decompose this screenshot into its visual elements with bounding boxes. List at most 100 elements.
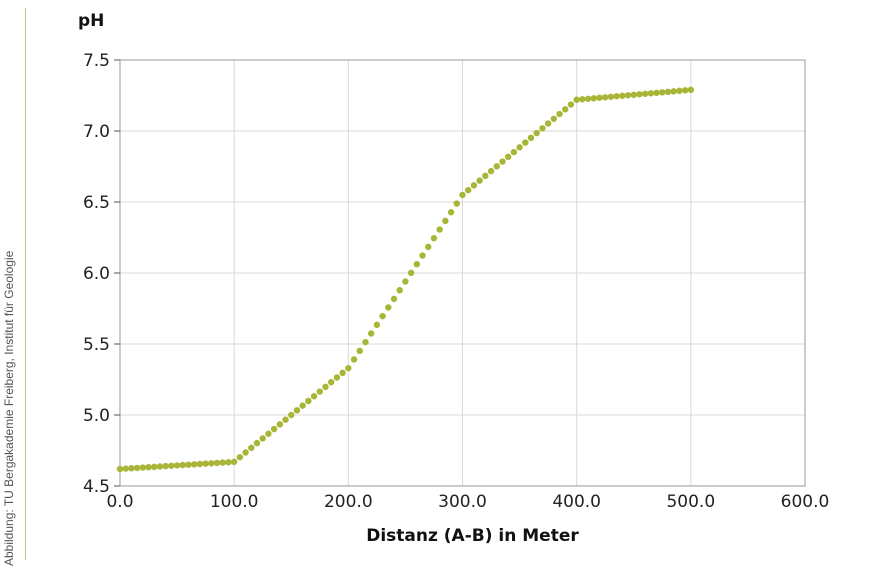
data-point	[362, 338, 369, 346]
data-point	[316, 388, 323, 395]
data-point	[430, 235, 438, 242]
data-point	[453, 200, 460, 207]
data-point	[602, 94, 609, 101]
x-tick-label: 500.0	[666, 492, 715, 512]
data-point	[584, 95, 592, 102]
x-tick-label: 100.0	[210, 492, 259, 512]
data-point	[442, 217, 449, 225]
data-point	[202, 460, 209, 467]
data-point	[145, 463, 152, 471]
data-point	[208, 460, 215, 467]
y-tick-label: 5.5	[83, 335, 110, 355]
data-point	[373, 321, 381, 329]
data-point	[310, 393, 318, 400]
y-tick-label: 4.5	[83, 477, 110, 497]
y-tick-label: 7.0	[83, 122, 110, 142]
data-point	[624, 92, 632, 99]
data-point	[128, 465, 135, 472]
data-point	[419, 252, 426, 259]
data-point	[322, 383, 329, 391]
data-point	[664, 88, 672, 96]
y-tick-labels: 4.5 5.0 5.5 6.0 6.5 7.0 7.5	[83, 51, 120, 497]
data-point	[236, 453, 244, 461]
data-point	[225, 459, 232, 466]
y-tick-label: 5.0	[83, 406, 110, 426]
data-point	[191, 461, 198, 468]
data-point	[179, 461, 186, 469]
data-point	[425, 243, 432, 251]
data-point	[550, 115, 558, 122]
data-point	[470, 182, 478, 189]
data-point	[641, 90, 649, 97]
x-tick-label: 200.0	[324, 492, 373, 512]
data-point	[350, 356, 358, 363]
data-point	[459, 191, 466, 199]
data-point	[333, 374, 341, 381]
data-points	[116, 86, 695, 473]
data-point	[476, 177, 483, 184]
data-point	[613, 93, 620, 100]
grid-lines	[119, 59, 806, 487]
data-point	[156, 463, 164, 470]
data-point	[356, 347, 363, 355]
data-point	[139, 464, 147, 471]
data-point	[567, 101, 575, 108]
data-point	[590, 95, 597, 102]
data-point	[465, 186, 472, 194]
data-point	[504, 153, 512, 161]
data-point	[579, 96, 586, 103]
data-point	[619, 92, 626, 99]
data-point	[413, 260, 421, 268]
data-point	[407, 269, 415, 277]
data-point	[116, 465, 124, 473]
data-point	[539, 125, 546, 132]
data-point	[556, 110, 563, 118]
data-point	[573, 96, 580, 103]
data-point	[493, 163, 500, 170]
data-point	[270, 425, 278, 433]
data-point	[647, 90, 655, 97]
data-point	[248, 444, 255, 452]
data-point	[328, 378, 335, 386]
data-point	[499, 158, 506, 165]
data-point	[242, 449, 249, 456]
data-point	[219, 459, 226, 466]
y-tick-label: 7.5	[83, 51, 110, 71]
data-point	[636, 91, 643, 98]
data-point	[339, 369, 346, 377]
data-point	[305, 397, 312, 405]
data-point	[185, 461, 192, 468]
data-point	[151, 463, 158, 471]
y-tick-label: 6.5	[83, 193, 110, 213]
data-point	[259, 435, 266, 442]
data-point	[681, 87, 689, 94]
y-tick-label: 6.0	[83, 264, 110, 284]
data-point	[510, 148, 518, 156]
data-point	[396, 286, 403, 294]
x-tick-labels: 0.0 100.0 200.0 300.0 400.0 500.0 600.0	[106, 492, 829, 512]
data-point	[482, 172, 489, 180]
data-point	[447, 209, 455, 216]
data-point	[276, 421, 284, 428]
data-point	[162, 462, 169, 470]
data-point	[345, 364, 352, 372]
data-point	[390, 295, 398, 303]
data-point	[676, 87, 683, 95]
data-point	[653, 89, 660, 97]
data-point	[527, 134, 535, 142]
data-point	[544, 120, 552, 127]
data-point	[516, 144, 523, 151]
data-point	[168, 462, 175, 469]
data-point	[299, 402, 306, 409]
credit-divider	[25, 8, 26, 560]
data-point	[379, 312, 386, 320]
data-point	[522, 139, 529, 146]
data-point	[282, 416, 289, 423]
data-point	[385, 304, 392, 311]
data-point	[533, 129, 540, 137]
data-point	[607, 93, 615, 100]
data-point	[596, 94, 603, 101]
x-tick-label: 0.0	[106, 492, 133, 512]
data-point	[288, 411, 295, 419]
